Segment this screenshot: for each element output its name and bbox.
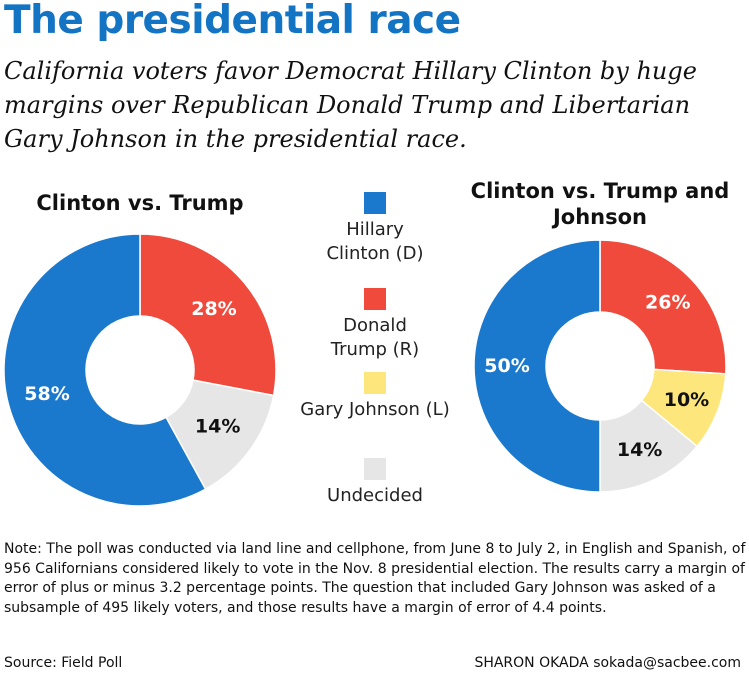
author-credit: SHARON OKADA sokada@sacbee.com (474, 655, 741, 671)
chart-title-clinton-trump-johnson: Clinton vs. Trump and Johnson (470, 179, 730, 229)
legend-item-johnson: Gary Johnson (L) (285, 372, 465, 422)
slice-label-hillary-clinton-d: 58% (24, 383, 69, 405)
legend-label-trump: Donald Trump (R) (330, 315, 420, 360)
legend-label-clinton: Hillary Clinton (D) (326, 219, 424, 264)
slice-hillary-clinton-d (3, 233, 207, 507)
legend-item-trump: Donald Trump (R) (285, 288, 465, 362)
slice-label-undecided: 14% (617, 439, 662, 461)
slice-label-donald-trump-r: 26% (645, 291, 690, 313)
legend-swatch-undecided (364, 458, 386, 480)
slice-hillary-clinton-d (473, 239, 601, 493)
legend-swatch-clinton (364, 192, 386, 214)
legend-label-undecided: Undecided (327, 485, 423, 506)
legend-item-clinton: Hillary Clinton (D) (285, 192, 465, 266)
page-title: The presidential race (4, 0, 461, 43)
slice-donald-trump-r (139, 233, 277, 397)
footnote: Note: The poll was conducted via land li… (4, 541, 746, 616)
slice-label-gary-johnson-l: 10% (664, 389, 709, 411)
donut-chart-clinton-trump-johnson: 26% 10% 14% 50% (473, 239, 727, 493)
legend-swatch-johnson (364, 372, 386, 394)
legend-item-undecided: Undecided (285, 458, 465, 508)
chart-title-clinton-trump: Clinton vs. Trump (36, 191, 244, 215)
slice-donald-trump-r (599, 239, 727, 375)
slice-undecided (164, 379, 275, 491)
slice-label-hillary-clinton-d: 50% (484, 355, 529, 377)
legend-swatch-trump (364, 288, 386, 310)
source-credit: Source: Field Poll (4, 655, 123, 671)
slice-label-undecided: 14% (195, 415, 240, 437)
slice-label-donald-trump-r: 28% (191, 298, 236, 320)
page-subtitle: California voters favor Democrat Hillary… (4, 57, 697, 153)
legend-label-johnson: Gary Johnson (L) (300, 399, 450, 420)
donut-chart-clinton-trump: 28% 14% 58% (3, 233, 277, 507)
